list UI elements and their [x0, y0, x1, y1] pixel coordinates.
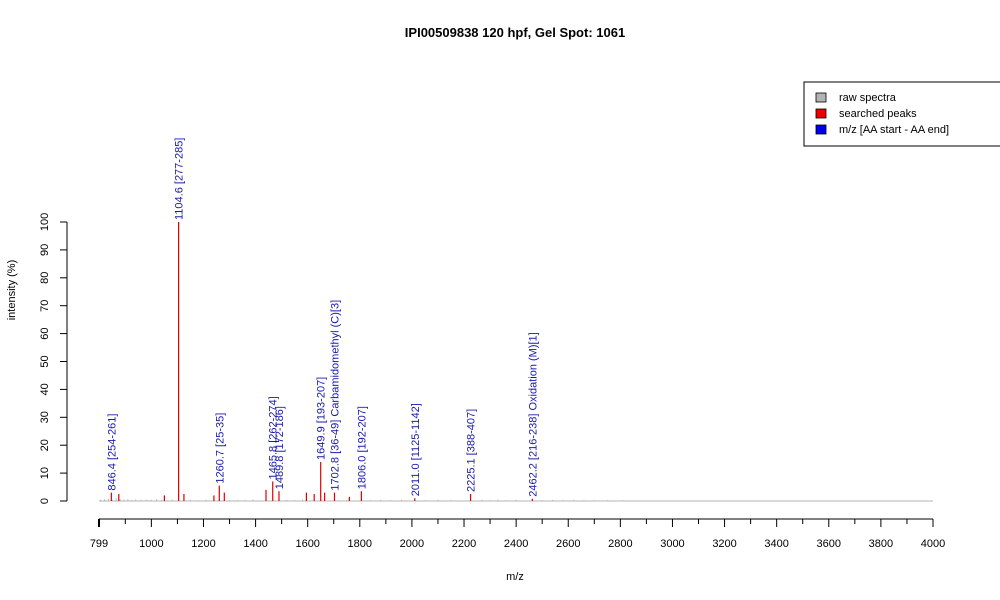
- x-tick-label: 2800: [608, 538, 632, 550]
- searched-peaks-series: [110, 222, 533, 501]
- peak-annotation: 2011.0 [1125-1142]: [410, 403, 422, 496]
- x-tick-label: 1200: [191, 538, 215, 550]
- y-tick-label: 30: [39, 411, 51, 423]
- y-tick-label: 70: [39, 300, 51, 312]
- x-tick-label: 2000: [400, 538, 424, 550]
- legend-label: raw spectra: [839, 92, 897, 104]
- y-tick-label: 50: [39, 355, 51, 367]
- y-tick-label: 100: [39, 213, 51, 231]
- peak-annotation: 2225.1 [388-407]: [466, 409, 478, 492]
- legend-box: [803, 81, 1000, 147]
- y-axis-label: intensity (%): [6, 260, 18, 321]
- y-tick-label: 20: [39, 439, 51, 451]
- x-tick-label: 1400: [243, 538, 267, 550]
- legend: raw spectra searched peaks m/z [AA start -…: [803, 81, 1000, 147]
- y-tick-label: 80: [39, 272, 51, 284]
- x-tick-label: 799: [90, 538, 108, 550]
- peak-annotation: 1104.6 [277-285]: [174, 138, 186, 220]
- chart-title: IPI00509838 120 hpf, Gel Spot: 1061: [405, 25, 625, 40]
- x-tick-label: 1000: [139, 538, 163, 550]
- legend-label: m/z [AA start - AA end]: [839, 124, 949, 136]
- legend-swatch: [815, 92, 827, 103]
- x-tick-label: 2400: [504, 538, 528, 550]
- x-tick-label: 3800: [869, 538, 893, 550]
- x-tick-label: 1800: [348, 538, 372, 550]
- peak-annotation: 1806.0 [192-207]: [356, 406, 368, 489]
- y-tick-label: 10: [39, 467, 51, 479]
- x-tick-label: 1600: [295, 538, 319, 550]
- x-tick-label: 3400: [764, 538, 788, 550]
- x-tick-label: 2600: [556, 538, 580, 550]
- x-tick-label: 3600: [817, 538, 841, 550]
- x-tick-label: 3000: [660, 538, 684, 550]
- y-axis: 0 10 20 30 40 50 60 70 80 90 100: [39, 213, 68, 504]
- peak-annotations: 846.4 [254-261] 1104.6 [277-285] 1260.7 [2…: [106, 138, 539, 497]
- x-axis-label: m/z: [506, 571, 524, 583]
- peak-annotation: 1489.8 [172-186]: [274, 406, 286, 489]
- y-tick-label: 0: [39, 498, 51, 504]
- legend-swatch: [815, 108, 827, 119]
- peak-annotation: 1465.8 [262-274]: [268, 396, 280, 479]
- legend-swatch: [815, 124, 827, 135]
- peak-annotation: 1260.7 [25-35]: [214, 413, 226, 484]
- y-tick-label: 60: [39, 327, 51, 339]
- peak-annotation: 1702.8 [36-49] Carbamidomethyl (C)[3]: [329, 300, 341, 491]
- x-tick-label: 3200: [712, 538, 736, 550]
- peak-annotation: 1649.9 [193-207]: [316, 377, 328, 460]
- peak-annotation: 2462.2 [216-238] Oxidation (M)[1]: [527, 332, 539, 496]
- y-tick-label: 90: [39, 244, 51, 256]
- y-tick-label: 40: [39, 383, 51, 395]
- legend-label: searched peaks: [839, 108, 917, 120]
- x-axis: 799 1000 1200 1400 1600 1800 2000 2200 2400 2600 2…: [90, 518, 945, 550]
- peak-annotation: 846.4 [254-261]: [106, 414, 118, 491]
- x-tick-label: 2200: [452, 538, 476, 550]
- x-tick-label: 4000: [921, 538, 945, 550]
